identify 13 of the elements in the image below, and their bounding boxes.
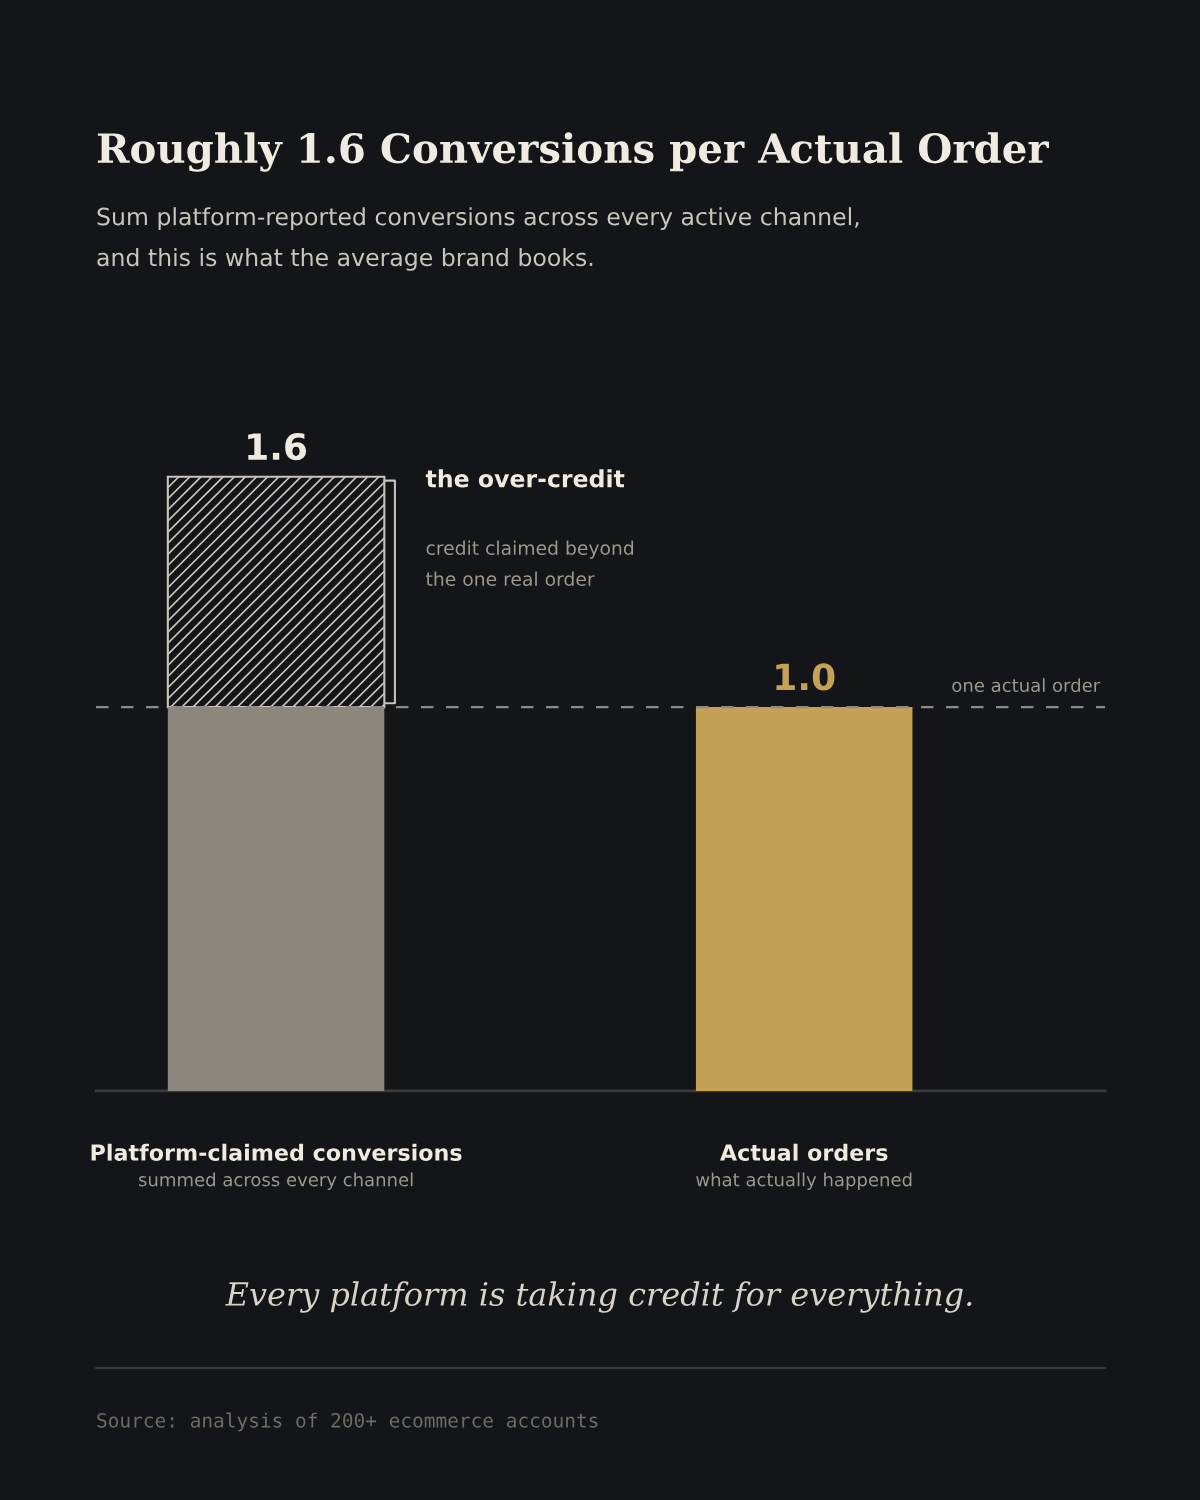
text: Every platform is taking credit for everything. — [225, 1281, 972, 1313]
chart-title: Roughly 1.6 Conversions per Actual Order — [97, 132, 1050, 172]
annotation: the over-credit — [425, 469, 625, 488]
chart-subtitle: Sum platform-reported conversions across every active channel, and this is what the average brand books. — [97, 207, 859, 271]
text: what actually happened — [696, 1172, 912, 1190]
x-tick-label: Actual orders — [720, 1143, 888, 1161]
total-label: 1.6 — [248, 432, 307, 461]
source-note: Source: analysis of 200+ ecommerce accounts — [97, 1412, 598, 1432]
x-tick-label: Platform-claimed conversions — [91, 1143, 462, 1161]
data-label: 1.0 — [776, 663, 835, 691]
text: summed across every channel — [138, 1172, 413, 1190]
annotation: credit claimed beyond the one real order — [426, 540, 634, 587]
ref-line-label: one actual order — [952, 678, 1101, 693]
